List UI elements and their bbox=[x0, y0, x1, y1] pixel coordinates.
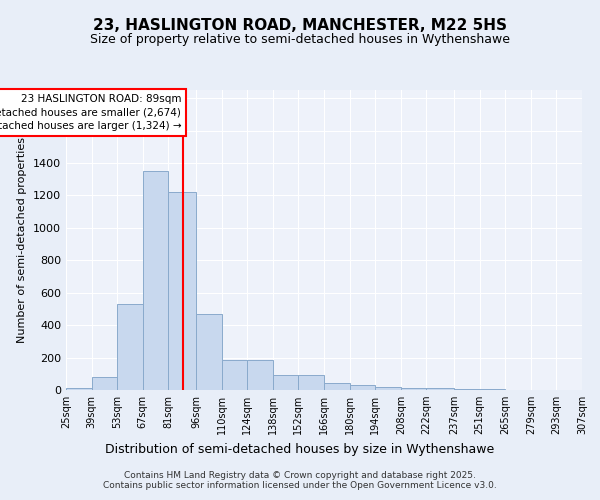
Text: Size of property relative to semi-detached houses in Wythenshawe: Size of property relative to semi-detach… bbox=[90, 32, 510, 46]
Bar bbox=[427, 388, 454, 390]
Bar bbox=[324, 382, 350, 390]
Bar bbox=[273, 376, 298, 390]
Bar bbox=[92, 377, 117, 390]
Text: 23 HASLINGTON ROAD: 89sqm
← 67% of semi-detached houses are smaller (2,674)
  33: 23 HASLINGTON ROAD: 89sqm ← 67% of semi-… bbox=[0, 94, 181, 131]
Bar bbox=[221, 360, 247, 390]
Text: 23, HASLINGTON ROAD, MANCHESTER, M22 5HS: 23, HASLINGTON ROAD, MANCHESTER, M22 5HS bbox=[93, 18, 507, 32]
Bar bbox=[375, 387, 401, 390]
Bar bbox=[454, 388, 479, 390]
Bar bbox=[401, 388, 427, 390]
Bar bbox=[247, 360, 273, 390]
Bar bbox=[143, 171, 169, 390]
Text: Contains HM Land Registry data © Crown copyright and database right 2025.
Contai: Contains HM Land Registry data © Crown c… bbox=[103, 470, 497, 490]
Bar bbox=[117, 304, 143, 390]
Text: Distribution of semi-detached houses by size in Wythenshawe: Distribution of semi-detached houses by … bbox=[106, 442, 494, 456]
Bar bbox=[350, 385, 375, 390]
Bar bbox=[66, 388, 92, 390]
Bar bbox=[479, 389, 505, 390]
Bar bbox=[169, 192, 196, 390]
Bar bbox=[298, 376, 324, 390]
Y-axis label: Number of semi-detached properties: Number of semi-detached properties bbox=[17, 137, 28, 343]
Bar bbox=[196, 314, 221, 390]
